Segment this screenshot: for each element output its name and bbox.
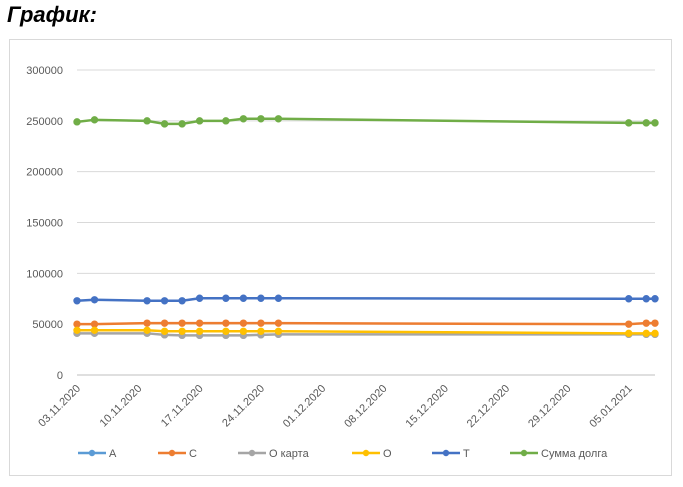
page-heading: График: — [7, 2, 98, 27]
data-point — [90, 326, 99, 334]
legend-marker — [88, 449, 96, 457]
data-point — [90, 116, 99, 124]
legend-label: О карта — [269, 448, 310, 460]
legend-marker — [520, 449, 528, 457]
y-tick-label: 150000 — [26, 218, 63, 230]
data-point — [651, 295, 659, 303]
data-point — [274, 115, 283, 123]
x-tick-label: 01.12.2020 — [281, 383, 328, 430]
data-point — [642, 295, 650, 303]
data-point — [274, 294, 283, 302]
data-point — [90, 296, 99, 304]
legend-marker — [442, 449, 450, 457]
data-point — [642, 119, 650, 127]
data-point — [239, 319, 248, 327]
series-lines — [73, 115, 659, 340]
legend-marker — [168, 449, 176, 457]
data-point — [239, 115, 248, 123]
y-tick-label: 100000 — [26, 268, 63, 280]
x-tick-label: 03.11.2020 — [36, 383, 83, 430]
data-point — [625, 320, 633, 328]
data-point — [195, 319, 204, 327]
data-point — [257, 327, 265, 335]
legend-label: Сумма долга — [541, 448, 608, 460]
data-point — [257, 319, 265, 327]
legend: А С О карта О Т Сумма долга — [78, 448, 608, 460]
x-tick-label: 08.12.2020 — [342, 383, 389, 430]
data-point — [160, 327, 169, 335]
data-point — [160, 319, 169, 327]
y-tick-label: 250000 — [26, 116, 63, 128]
legend-label: О — [383, 448, 392, 460]
data-point — [239, 327, 248, 335]
data-point — [143, 117, 151, 125]
data-point — [160, 297, 169, 305]
data-point — [195, 327, 204, 335]
data-point — [90, 320, 99, 328]
legend-label: А — [109, 448, 117, 460]
data-point — [195, 117, 204, 125]
data-point — [222, 117, 230, 125]
data-point — [642, 329, 650, 338]
data-point — [651, 319, 659, 327]
data-point — [642, 319, 650, 327]
data-point — [274, 327, 283, 335]
x-tick-label: 05.01.2021 — [587, 383, 634, 430]
data-point — [178, 297, 186, 305]
chart-frame — [9, 39, 672, 476]
y-axis-ticks: 300000 250000 200000 150000 100000 50000 0 — [26, 65, 63, 382]
data-point — [222, 327, 230, 335]
data-point — [143, 319, 151, 327]
x-tick-label: 22.12.2020 — [465, 383, 512, 430]
x-tick-label: 15.12.2020 — [404, 383, 451, 430]
data-point — [222, 319, 230, 327]
x-axis-ticks: 03.11.2020 10.11.2020 17.11.2020 24.11.2020… — [36, 383, 635, 430]
legend-marker — [248, 449, 256, 457]
y-tick-label: 50000 — [32, 319, 63, 331]
data-point — [274, 319, 283, 327]
data-point — [651, 119, 659, 127]
legend-marker — [362, 449, 370, 457]
y-tick-label: 0 — [57, 370, 63, 382]
y-tick-label: 200000 — [26, 167, 63, 179]
data-point — [73, 320, 81, 328]
data-point — [178, 120, 186, 128]
data-point — [178, 327, 186, 335]
data-point — [73, 326, 81, 334]
data-point — [160, 120, 169, 128]
data-point — [257, 115, 265, 123]
data-point — [73, 297, 81, 305]
data-point — [625, 295, 633, 303]
data-point — [651, 329, 659, 338]
data-point — [143, 326, 151, 334]
data-point — [222, 294, 230, 302]
data-point — [73, 118, 81, 126]
data-point — [195, 294, 204, 302]
legend-label: Т — [463, 448, 470, 460]
legend-label: С — [189, 448, 197, 460]
data-point — [625, 329, 633, 338]
x-tick-label: 24.11.2020 — [220, 383, 267, 430]
data-point — [239, 294, 248, 302]
x-tick-label: 29.12.2020 — [526, 383, 573, 430]
x-tick-label: 10.11.2020 — [98, 383, 145, 430]
data-point — [178, 319, 186, 327]
data-point — [257, 294, 265, 302]
data-point — [625, 119, 633, 127]
data-point — [143, 297, 151, 305]
y-tick-label: 300000 — [26, 65, 63, 77]
x-tick-label: 17.11.2020 — [159, 383, 206, 430]
